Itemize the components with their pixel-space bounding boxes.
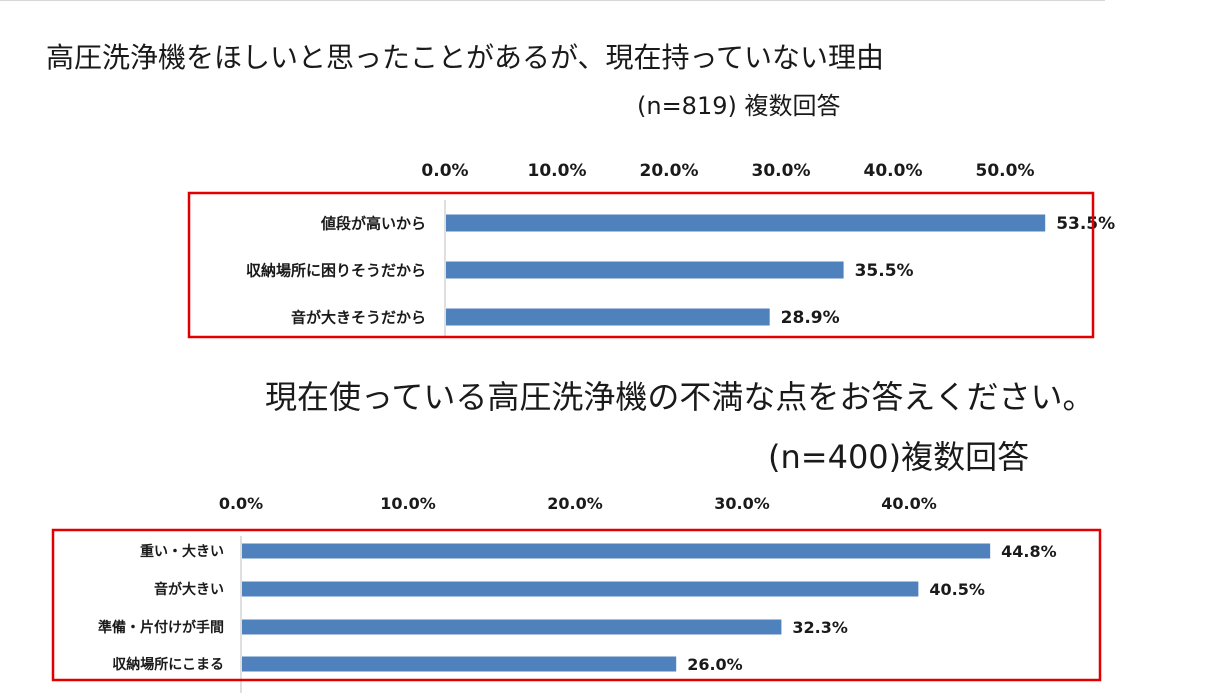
chart1-xtick-label: 30.0% — [752, 161, 811, 181]
chart2-bar — [242, 619, 782, 635]
chart2-value-label: 40.5% — [929, 580, 985, 599]
chart2-value-label: 32.3% — [792, 618, 848, 637]
chart1-title: 高圧洗浄機をほしいと思ったことがあるが、現在持っていない理由 — [46, 41, 885, 74]
chart2-xtick-label: 20.0% — [547, 494, 603, 513]
chart1-xtick-label: 10.0% — [528, 161, 587, 181]
chart2-bar — [242, 656, 677, 672]
chart2-xtick-label: 10.0% — [380, 494, 436, 513]
chart2-category-label: 収納場所にこまる — [112, 656, 224, 673]
chart1-xtick-label: 50.0% — [976, 161, 1035, 181]
chart1-bar — [446, 214, 1046, 232]
chart1-value-label: 53.5% — [1056, 214, 1115, 234]
chart1-value-label: 35.5% — [855, 261, 914, 281]
chart1-xtick-label: 0.0% — [421, 161, 468, 181]
chart2-bar — [242, 543, 991, 559]
chart2-xtick-label: 0.0% — [219, 494, 263, 513]
chart2-value-label: 44.8% — [1001, 542, 1057, 561]
chart1-xtick-label: 20.0% — [640, 161, 699, 181]
chart1-highlight-box — [187, 191, 1095, 339]
chart2-title: 現在使っている高圧洗浄機の不満な点をお答えください。 — [265, 378, 1095, 416]
chart1-bar — [446, 308, 770, 326]
chart2-xtick-label: 40.0% — [881, 494, 937, 513]
chart2-xtick-label: 30.0% — [714, 494, 770, 513]
chart2-plot: 0.0% 10.0% 20.0% 30.0% 40.0% 重い・大きい 44.8% 音が大きい… — [51, 494, 1102, 693]
chart2-category-label: 重い・大きい — [140, 543, 224, 560]
top-divider — [0, 0, 1105, 1]
chart2-subtitle: (n=400)複数回答 — [768, 438, 1030, 476]
chart2-value-label: 26.0% — [687, 655, 743, 674]
chart1-plot: 0.0% 10.0% 20.0% 30.0% 40.0% 50.0% 値段が高いから 53.5… — [187, 161, 1115, 339]
chart2-highlight-box — [51, 528, 1102, 682]
chart1-value-label: 28.9% — [781, 308, 840, 328]
chart1-category-label: 値段が高いから — [320, 214, 426, 232]
chart1-category-label: 収納場所に困りそうだから — [246, 261, 426, 279]
chart1-category-label: 音が大きそうだから — [291, 308, 426, 326]
chart1-bar — [446, 261, 844, 279]
chart2-category-label: 音が大きい — [154, 581, 224, 598]
chart1-xtick-label: 40.0% — [864, 161, 923, 181]
chart1-subtitle: (n=819) 複数回答 — [637, 92, 841, 120]
chart2-category-label: 準備・片付けが手間 — [98, 619, 224, 636]
chart2-bar — [242, 581, 919, 597]
